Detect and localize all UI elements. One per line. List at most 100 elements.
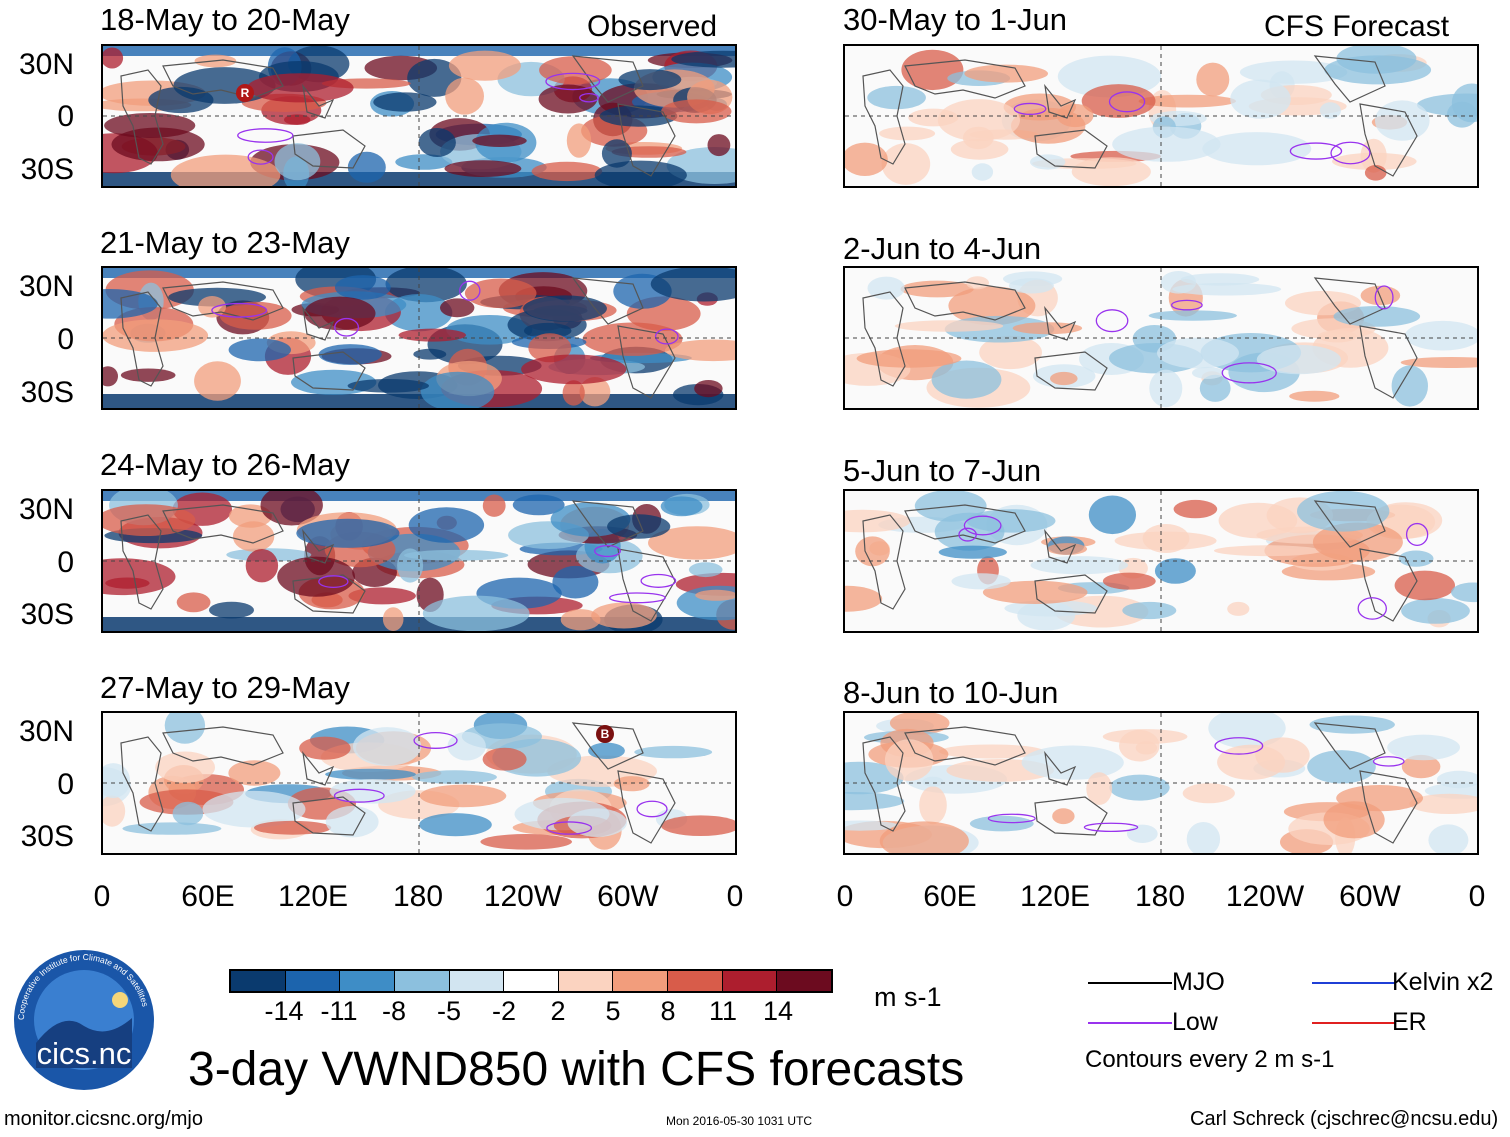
anomaly-blob (671, 50, 735, 68)
anomaly-blob (419, 813, 492, 837)
anomaly-blob (867, 276, 905, 300)
coastline (571, 55, 644, 103)
low-contour (334, 317, 360, 337)
map-svg (103, 268, 735, 408)
anomaly-blob (618, 69, 682, 91)
colorbar-label: -2 (491, 996, 517, 1026)
anomaly-blob (937, 99, 1020, 142)
anomaly-blob (464, 278, 537, 309)
cics-logo: Cooperative Institute for Climate and Sa… (12, 948, 156, 1092)
forecast-panel-1-title: 30-May to 1-Jun (843, 2, 1067, 37)
anomaly-blob (601, 139, 632, 168)
anomaly-blob (352, 727, 422, 766)
anomaly-blob (1191, 366, 1224, 379)
anomaly-blob (523, 322, 572, 339)
footer-url[interactable]: monitor.cicsnc.org/mjo (4, 1108, 203, 1130)
colorbar-bin (722, 971, 778, 991)
anomaly-blob (228, 760, 281, 786)
anomaly-blob (284, 114, 311, 125)
anomaly-blob (634, 745, 713, 759)
anomaly-blob (919, 786, 947, 825)
coastline (292, 574, 366, 614)
anomaly-blob (1333, 306, 1421, 327)
coastline (292, 129, 366, 169)
anomaly-blob (334, 275, 391, 300)
observed-map-3 (101, 489, 737, 633)
colorbar-label: 8 (660, 996, 676, 1026)
anomaly-blob (1180, 273, 1260, 286)
anomaly-blob (329, 779, 416, 804)
anomaly-blob (103, 47, 124, 69)
anomaly-blob (1112, 126, 1221, 162)
anomaly-blob (1148, 310, 1237, 321)
anomaly-blob (347, 379, 429, 393)
forecast-header: CFS Forecast (1264, 10, 1450, 43)
colorbar-bin (613, 971, 669, 991)
anomaly-blob (982, 580, 1088, 604)
anomaly-blob (202, 790, 306, 828)
coastline (1044, 750, 1077, 786)
forecast-map-1 (843, 44, 1479, 188)
anomaly-blob (1289, 390, 1340, 402)
colorbar-label: -5 (436, 996, 462, 1026)
low-contour (1171, 299, 1203, 311)
anomaly-blob (1114, 531, 1217, 550)
low-contour (1083, 822, 1139, 833)
anomaly-blob (1088, 495, 1136, 535)
coastline (904, 726, 1026, 766)
anomaly-blob (1323, 801, 1385, 839)
legend-er-line (1312, 1022, 1396, 1024)
anomaly-blob (521, 354, 627, 385)
low-contour (963, 515, 1002, 536)
anomaly-blob (1030, 154, 1066, 170)
map-svg (845, 46, 1477, 186)
anomaly-blob (1182, 783, 1235, 804)
footer-author: Carl Schreck (cjschrec@ncsu.edu) (1190, 1108, 1499, 1130)
anomaly-blob (845, 820, 899, 831)
anomaly-blob (538, 84, 598, 114)
low-contour (1330, 141, 1371, 165)
anomaly-blob (879, 821, 969, 853)
coastline (162, 281, 284, 321)
anomaly-blob (1202, 132, 1312, 166)
lat-label-30n: 30N (18, 270, 74, 303)
coastline (1313, 500, 1386, 548)
low-contour (640, 573, 677, 588)
anomaly-blob (1196, 62, 1230, 97)
colorbar-label: -14 (264, 996, 304, 1026)
low-contour (1374, 285, 1394, 310)
colorbar-units: m s-1 (874, 982, 942, 1012)
anomaly-blob (894, 320, 1004, 332)
anomaly-blob (856, 349, 962, 368)
anomaly-blob (964, 64, 1048, 83)
anomaly-blob (1086, 772, 1113, 805)
coastline (1313, 55, 1386, 103)
low-contour (211, 302, 268, 318)
cics-logo-emblem: Cooperative Institute for Climate and Sa… (14, 950, 154, 1090)
anomaly-blob (448, 50, 521, 81)
anomaly-blob (1391, 365, 1428, 407)
anomaly-blob (480, 834, 572, 850)
anomaly-blob (694, 380, 723, 398)
lon-label: 180 (1134, 880, 1186, 913)
anomaly-blob (1102, 572, 1156, 590)
anomaly-blob (539, 56, 612, 85)
lat-label-30n: 30N (18, 715, 74, 748)
anomaly-blob (348, 587, 416, 605)
colorbar-bin (668, 971, 723, 991)
anomaly-blob (122, 822, 222, 835)
anomaly-blob (594, 160, 687, 186)
colorbar-bin (504, 971, 559, 991)
coastline (1044, 305, 1077, 341)
anomaly-blob (164, 713, 206, 744)
anomaly-blob (418, 128, 456, 157)
shear-band (103, 491, 735, 501)
anomaly-blob (325, 806, 379, 838)
anomaly-blob (855, 536, 890, 567)
anomaly-blob (562, 380, 585, 406)
anomaly-blob (939, 744, 1045, 759)
anomaly-blob (1056, 103, 1094, 128)
anomaly-blob (1214, 545, 1322, 557)
coastline (571, 277, 644, 325)
coastline (1044, 528, 1077, 564)
